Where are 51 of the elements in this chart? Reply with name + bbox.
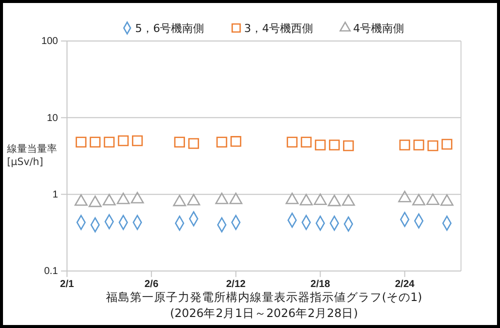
x-tick-label: 2/24 [394,279,415,290]
y-tick-label: 100 [41,36,58,48]
point [413,140,424,150]
point [440,194,454,206]
point [412,194,426,206]
point [216,136,228,148]
point [118,135,129,146]
point [188,138,200,149]
point [76,136,86,148]
legend-label: 3，4号機西側 [244,22,314,35]
point [399,140,410,150]
y-tick-label: 0.1 [44,266,58,278]
point [88,196,102,208]
y-tick-label: 1 [52,190,58,201]
point [90,136,101,148]
legend-label: 5，6号機南側 [135,22,204,35]
x-tick-label: 2/18 [310,279,330,290]
legend-label: 4号機南側 [353,22,404,35]
point [314,140,326,150]
x-tick-label: 2/1 [60,279,74,290]
point [229,192,242,204]
point [398,190,412,202]
point [173,194,186,206]
point [328,194,341,206]
point [230,136,242,147]
point [343,140,354,152]
point [132,135,143,146]
point [286,136,298,148]
y-tick-label: 10 [46,112,58,124]
point [174,136,185,148]
text: 福島第一原子力発電所構内線量表示器指示値グラフ(その1) [106,290,422,304]
point [427,140,438,152]
point [442,138,452,150]
x-tick-label: 2/6 [144,279,159,290]
point [116,192,130,204]
point [187,194,200,206]
point [130,192,144,204]
point [426,193,440,205]
point [102,194,116,206]
x-tick-label: 2/12 [226,279,246,290]
point [215,192,228,204]
point [300,136,312,148]
point [300,194,313,206]
point [342,194,355,206]
y-axis-title: 線量当量率[μSv/h] [7,143,58,169]
point [74,194,88,206]
point [104,136,115,148]
point [314,193,327,205]
point [286,192,299,204]
text: (2026年2月1日～2026年2月28日) [170,306,358,320]
point [328,140,340,150]
